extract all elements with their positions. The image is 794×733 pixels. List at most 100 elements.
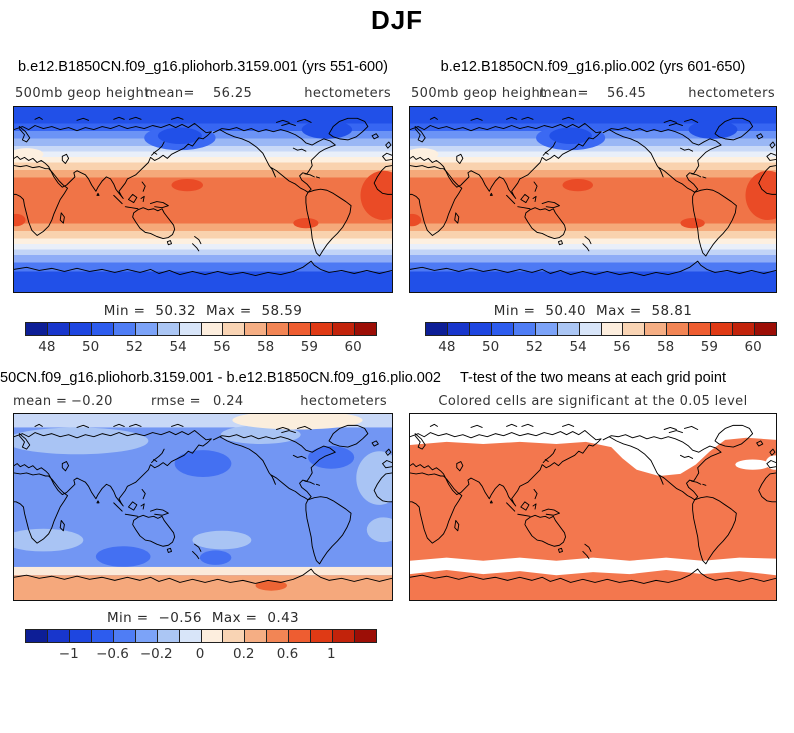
contour-blob bbox=[549, 127, 592, 144]
significant-region bbox=[410, 437, 776, 561]
colorbar-tick-label: 1 bbox=[326, 646, 336, 662]
colorbar-tick-label: 56 bbox=[213, 339, 231, 355]
units-label: hectometers bbox=[300, 394, 387, 409]
map-case1-overlay bbox=[14, 116, 392, 277]
mean-label: mean= bbox=[539, 86, 589, 101]
contour-band bbox=[14, 575, 392, 600]
contour-blob bbox=[14, 528, 84, 552]
panel-subtitle-diff: mean = −0.20 rmse = 0.24 hectometers bbox=[13, 394, 393, 410]
contour-blob bbox=[174, 450, 232, 478]
contour-blob bbox=[14, 427, 149, 455]
min-value: −0.56 bbox=[158, 610, 202, 626]
min-label: Min = bbox=[103, 303, 146, 319]
contour-blob bbox=[14, 213, 26, 227]
contour-blob bbox=[366, 517, 392, 543]
colorbar-tick-label: 0.6 bbox=[276, 646, 299, 662]
max-label: Max = bbox=[211, 610, 258, 626]
colorbar-tick-label: 52 bbox=[125, 339, 143, 355]
contour-blob bbox=[301, 120, 353, 139]
colorbar-tick-label: 59 bbox=[300, 339, 318, 355]
colorbar-tick-label: −0.6 bbox=[96, 646, 129, 662]
mean-value: 56.45 bbox=[607, 86, 647, 101]
contour-blob bbox=[745, 170, 776, 221]
contour-blob bbox=[171, 178, 203, 192]
rmse-label: rmse = bbox=[151, 394, 201, 409]
contour-blob bbox=[410, 148, 439, 161]
contour-blob bbox=[680, 218, 705, 229]
units-label: hectometers bbox=[688, 86, 775, 101]
field-label: 500mb geop height bbox=[411, 86, 546, 101]
map-diff bbox=[13, 413, 393, 601]
contour-blob bbox=[199, 550, 232, 565]
colorbar-ticks-case2: 48 50 52 54 56 58 59 60 bbox=[425, 339, 775, 355]
colorbar-tick-label: −1 bbox=[58, 646, 79, 662]
contour-blob bbox=[410, 213, 422, 227]
colorbar-tick-label: 58 bbox=[657, 339, 675, 355]
minmax-case2: Min = 50.40 Max = 58.81 bbox=[409, 303, 777, 319]
colorbar-tick-label: 0 bbox=[195, 646, 205, 662]
colorbar-tick-label: 50 bbox=[482, 339, 500, 355]
contour-blob bbox=[562, 178, 593, 192]
field-label: 500mb geop height bbox=[15, 86, 150, 101]
contour-blob bbox=[255, 580, 287, 591]
min-label: Min = bbox=[493, 303, 536, 319]
colorbar-tick-label: 48 bbox=[438, 339, 456, 355]
panel-subtitle-case2: 500mb geop height mean= 56.45 hectometer… bbox=[409, 86, 777, 102]
map-case1 bbox=[13, 106, 393, 293]
contour-blob bbox=[356, 451, 392, 505]
insignificant-patch bbox=[735, 459, 770, 470]
colorbar-tick-label: 54 bbox=[569, 339, 587, 355]
contour-blob bbox=[95, 546, 151, 567]
colorbar-tick-label: 56 bbox=[613, 339, 631, 355]
panel-title-ttest: T-test of the two means at each grid poi… bbox=[460, 370, 726, 386]
map-case2-overlay bbox=[410, 116, 776, 277]
colorbar-ticks-case1: 48 50 52 54 56 58 59 60 bbox=[25, 339, 375, 355]
max-label: Max = bbox=[596, 303, 642, 319]
colorbar-tick-label: 59 bbox=[700, 339, 718, 355]
contour-blob bbox=[308, 446, 355, 469]
colorbar-case1 bbox=[25, 322, 377, 336]
colorbar-tick-label: 48 bbox=[38, 339, 56, 355]
colorbar-diff bbox=[25, 629, 377, 643]
colorbar-tick-label: 54 bbox=[169, 339, 187, 355]
contour-blob bbox=[157, 127, 202, 144]
contour-blob bbox=[232, 414, 363, 430]
min-value: 50.40 bbox=[545, 303, 587, 319]
mean-label: mean= bbox=[145, 86, 195, 101]
significant-region bbox=[410, 570, 776, 600]
min-value: 50.32 bbox=[155, 303, 197, 319]
map-ttest bbox=[409, 413, 777, 601]
colorbar-tick-label: −0.2 bbox=[139, 646, 173, 662]
colorbar-tick-label: 60 bbox=[744, 339, 762, 355]
minmax-diff: Min = −0.56 Max = 0.43 bbox=[13, 610, 393, 626]
max-value: 58.59 bbox=[261, 303, 303, 319]
contour-blob bbox=[360, 170, 392, 221]
colorbar-tick-label: 60 bbox=[344, 339, 362, 355]
contour-band bbox=[14, 566, 392, 576]
map-ttest-overlay bbox=[410, 423, 776, 600]
mean-value: −0.20 bbox=[71, 394, 113, 409]
map-case2 bbox=[409, 106, 777, 293]
minmax-case1: Min = 50.32 Max = 58.59 bbox=[13, 303, 393, 319]
ttest-subtitle: Colored cells are significant at the 0.0… bbox=[438, 394, 748, 409]
colorbar-case2 bbox=[425, 322, 777, 336]
max-label: Max = bbox=[206, 303, 252, 319]
map-diff-overlay bbox=[14, 414, 392, 600]
mean-value: 56.25 bbox=[213, 86, 253, 101]
max-value: 0.43 bbox=[267, 610, 300, 626]
max-value: 58.81 bbox=[651, 303, 693, 319]
panel-subtitle-ttest: Colored cells are significant at the 0.0… bbox=[409, 394, 777, 410]
units-label: hectometers bbox=[304, 86, 391, 101]
panel-title-diff: 50CN.f09_g16.pliohorb.3159.001 - b.e12.B… bbox=[0, 370, 441, 386]
contour-blob bbox=[192, 530, 252, 550]
mean-label: mean = bbox=[13, 394, 68, 409]
panel-title-case1: b.e12.B1850CN.f09_g16.pliohorb.3159.001 … bbox=[17, 59, 388, 75]
colorbar-tick-label: 0.2 bbox=[233, 646, 255, 662]
figure-title: DJF bbox=[370, 5, 424, 35]
contour-blob bbox=[14, 148, 44, 161]
rmse-value: 0.24 bbox=[213, 394, 244, 409]
colorbar-tick-label: 50 bbox=[82, 339, 100, 355]
contour-blob bbox=[220, 425, 301, 444]
contour-blob bbox=[293, 218, 319, 229]
